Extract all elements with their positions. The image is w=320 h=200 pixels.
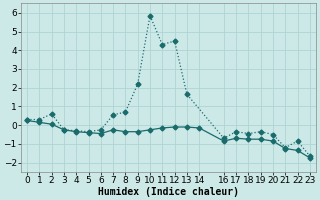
X-axis label: Humidex (Indice chaleur): Humidex (Indice chaleur) — [98, 186, 239, 197]
